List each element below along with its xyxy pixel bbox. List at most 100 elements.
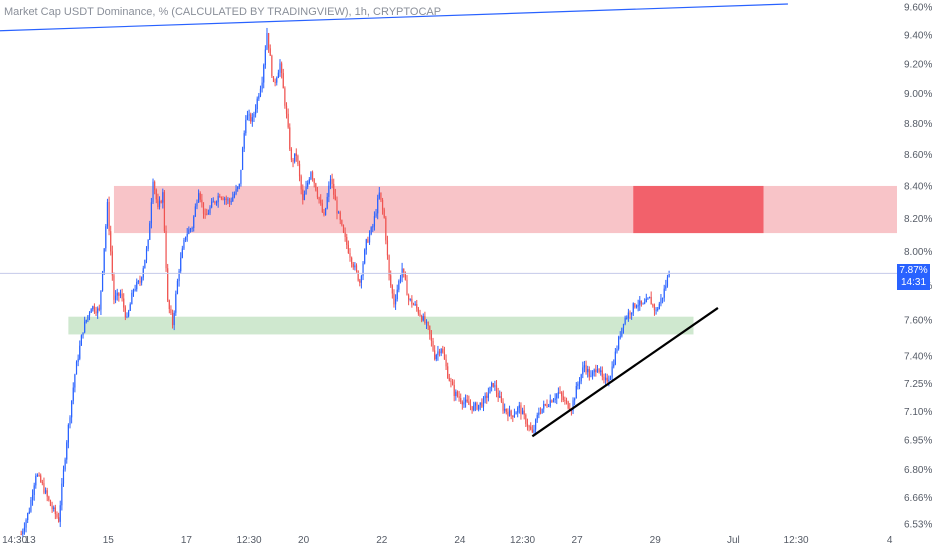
candle-body bbox=[453, 385, 455, 396]
candle-body bbox=[476, 403, 478, 410]
candle-body bbox=[155, 189, 157, 200]
candle-body bbox=[601, 370, 603, 377]
candle-body bbox=[577, 383, 579, 387]
candle-body bbox=[128, 310, 130, 317]
candle-body bbox=[285, 105, 288, 114]
candle-body bbox=[316, 190, 319, 198]
candle-body bbox=[254, 109, 257, 115]
candle-body bbox=[303, 194, 306, 201]
candle-body bbox=[486, 395, 488, 398]
candle-body bbox=[417, 308, 419, 314]
candle-body bbox=[339, 212, 341, 221]
candle-body bbox=[157, 199, 159, 208]
candle-body bbox=[403, 268, 405, 273]
candle-body bbox=[165, 231, 167, 269]
candle-body bbox=[193, 216, 195, 229]
candle-body bbox=[324, 208, 327, 215]
candle-body bbox=[214, 201, 216, 203]
candle-body bbox=[198, 193, 200, 203]
candle-body bbox=[390, 275, 392, 286]
candle-body bbox=[158, 201, 161, 208]
candle-body bbox=[237, 186, 239, 190]
y-tick-label: 8.00% bbox=[904, 247, 932, 258]
y-tick-label: 8.80% bbox=[904, 119, 932, 130]
candle-body bbox=[406, 279, 408, 296]
candle-body bbox=[565, 400, 568, 402]
candle-body bbox=[489, 386, 491, 394]
candle-body bbox=[23, 527, 26, 532]
candle-body bbox=[323, 212, 325, 215]
candle-body bbox=[528, 426, 530, 428]
candle-body bbox=[657, 309, 659, 311]
candle-body bbox=[639, 300, 641, 306]
candle-body bbox=[652, 304, 654, 306]
candle-body bbox=[321, 203, 323, 213]
candle-body bbox=[287, 113, 289, 128]
candle-body bbox=[355, 265, 358, 271]
candle-body bbox=[196, 202, 198, 207]
candle-body bbox=[307, 183, 309, 187]
candle-body bbox=[131, 292, 133, 305]
candle-body bbox=[447, 366, 449, 379]
candle-body bbox=[180, 257, 182, 272]
y-tick-label: 7.60% bbox=[904, 316, 932, 327]
candle-body bbox=[113, 275, 115, 300]
x-tick-label: 12:30 bbox=[784, 535, 809, 546]
candle-body bbox=[523, 410, 525, 415]
candle-body bbox=[588, 369, 590, 377]
candle-body bbox=[141, 277, 143, 283]
x-tick-label: 22 bbox=[376, 535, 388, 546]
candle-body bbox=[481, 402, 483, 407]
candle-body bbox=[48, 496, 50, 501]
candle-body bbox=[341, 220, 343, 226]
candle-body bbox=[294, 153, 296, 162]
candle-body bbox=[263, 64, 265, 83]
candle-body bbox=[333, 183, 335, 195]
candle-body bbox=[132, 289, 135, 293]
candle-body bbox=[219, 195, 221, 198]
candle-body bbox=[269, 48, 271, 56]
candle-body bbox=[49, 500, 52, 506]
candle-body bbox=[186, 233, 188, 237]
candle-body bbox=[56, 514, 58, 518]
candle-body bbox=[590, 375, 592, 377]
y-tick-label: 6.66% bbox=[904, 493, 932, 504]
y-tick-label: 8.40% bbox=[904, 181, 932, 192]
candle-body bbox=[276, 77, 278, 83]
x-tick-label: 4 bbox=[887, 535, 893, 546]
candle-body bbox=[51, 505, 53, 510]
candle-body bbox=[206, 214, 208, 216]
candle-body bbox=[564, 400, 566, 402]
candle-body bbox=[282, 73, 284, 89]
candle-body bbox=[455, 391, 457, 396]
candle-body bbox=[261, 82, 263, 89]
candle-body bbox=[491, 383, 493, 387]
candle-body bbox=[105, 226, 107, 249]
candle-body bbox=[72, 387, 74, 401]
candle-body bbox=[624, 317, 626, 324]
y-tick-label: 8.60% bbox=[904, 150, 932, 161]
candle-body bbox=[154, 181, 156, 190]
candle-body bbox=[357, 270, 359, 281]
candle-body bbox=[424, 316, 426, 324]
candle-body bbox=[510, 410, 512, 416]
candle-body bbox=[35, 475, 37, 486]
candle-body bbox=[342, 225, 345, 233]
x-tick-label: 13 bbox=[25, 535, 37, 546]
candle-body bbox=[440, 348, 442, 354]
candle-body bbox=[559, 392, 561, 394]
candle-body bbox=[54, 507, 56, 515]
candle-body bbox=[618, 336, 620, 349]
candle-body bbox=[33, 485, 35, 495]
candle-body bbox=[160, 201, 162, 203]
candle-body bbox=[238, 183, 240, 187]
candle-body bbox=[502, 401, 504, 411]
candle-body bbox=[274, 81, 276, 83]
candle-body bbox=[98, 308, 100, 310]
candle-body bbox=[451, 381, 454, 386]
candle-body bbox=[432, 341, 434, 351]
candle-body bbox=[347, 244, 349, 253]
candle-body bbox=[139, 281, 141, 283]
